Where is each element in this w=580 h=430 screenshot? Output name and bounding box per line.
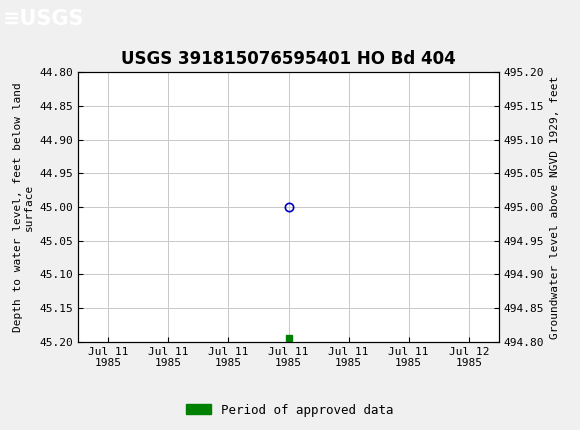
Y-axis label: Depth to water level, feet below land
surface: Depth to water level, feet below land su… (13, 82, 34, 332)
Y-axis label: Groundwater level above NGVD 1929, feet: Groundwater level above NGVD 1929, feet (550, 75, 560, 339)
Title: USGS 391815076595401 HO Bd 404: USGS 391815076595401 HO Bd 404 (121, 50, 456, 68)
Legend: Period of approved data: Period of approved data (181, 399, 399, 421)
Text: ≡USGS: ≡USGS (3, 9, 85, 29)
